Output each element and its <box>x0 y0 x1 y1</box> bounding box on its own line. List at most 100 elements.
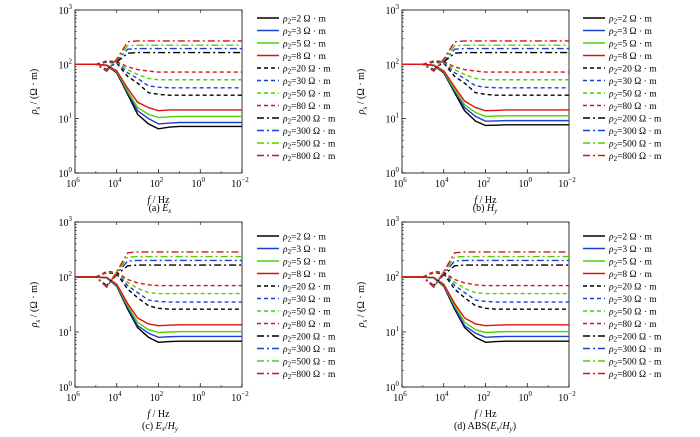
x-axis-label: f / Hz <box>474 195 497 206</box>
legend-label: ρ2=50 Ω · m <box>608 308 657 319</box>
x-tick-label: 100 <box>519 176 533 190</box>
plot-frame <box>401 221 570 388</box>
legend: ρ2=2 Ω · mρ2=3 Ω · m ρ2=5 Ω · mρ2=8 Ω · m… <box>583 15 662 163</box>
legend-label: ρ2=300 Ω · m <box>608 127 662 138</box>
legend-label: ρ2=50 Ω · m <box>608 90 657 101</box>
y-axis-label: ρs / (Ω · m) <box>29 282 42 329</box>
y-tick-label: 101 <box>59 112 73 126</box>
y-tick-label: 102 <box>386 270 400 284</box>
legend-label: ρ2=30 Ω · m <box>282 295 331 306</box>
x-axis-label: f / Hz <box>474 409 497 420</box>
series-line-6 <box>402 271 569 303</box>
panel-caption: (a) Ex <box>149 203 173 215</box>
series-line-12 <box>402 251 569 288</box>
y-tick-label: 102 <box>59 270 73 284</box>
legend: ρ2=2 Ω · mρ2=3 Ω · m ρ2=5 Ω · mρ2=8 Ω · m… <box>257 15 336 163</box>
legend-label: ρ2=80 Ω · m <box>608 320 657 331</box>
x-tick-label: 104 <box>108 390 122 404</box>
legend-label: ρ2=500 Ω · m <box>282 140 336 151</box>
legend-label: ρ2=3 Ω · m <box>608 245 653 256</box>
legend-label: ρ2=200 Ω · m <box>608 115 662 126</box>
legend-label: ρ2=500 Ω · m <box>608 358 662 369</box>
y-axis-label: ρs / (Ω · m) <box>356 282 369 329</box>
legend-label: ρ2=3 Ω · m <box>282 245 327 256</box>
y-tick-label: 103 <box>386 215 400 229</box>
x-tick-label: 104 <box>435 390 449 404</box>
legend-label: ρ2=3 Ω · m <box>282 27 327 38</box>
legend-label: ρ2=800 Ω · m <box>608 152 662 163</box>
plot-frame <box>401 9 570 174</box>
series-line-8 <box>75 60 242 73</box>
x-tick-label: 10−2 <box>231 390 249 404</box>
series-line-7 <box>75 60 242 81</box>
legend-label: ρ2=20 Ω · m <box>282 283 331 294</box>
x-tick-label: 104 <box>108 176 122 190</box>
series-line-1 <box>75 63 242 130</box>
x-tick-label: 102 <box>150 390 164 404</box>
legend-label: ρ2=20 Ω · m <box>282 65 331 76</box>
series-line-5 <box>402 271 569 310</box>
series-line-11 <box>75 255 242 288</box>
legend: ρ2=2 Ω · mρ2=3 Ω · m ρ2=5 Ω · mρ2=8 Ω · m… <box>257 233 336 381</box>
legend-label: ρ2=50 Ω · m <box>282 308 331 319</box>
legend-label: ρ2=80 Ω · m <box>608 102 657 113</box>
legend-label: ρ2=800 Ω · m <box>282 152 336 163</box>
x-tick-label: 100 <box>519 390 533 404</box>
y-tick-label: 103 <box>59 215 73 229</box>
y-tick-label: 103 <box>59 3 73 17</box>
series-line-2 <box>75 63 242 125</box>
series-line-8 <box>75 270 242 287</box>
series-line-12 <box>75 251 242 288</box>
legend-label: ρ2=30 Ω · m <box>282 77 331 88</box>
x-tick-label: 102 <box>477 390 491 404</box>
series-line-4 <box>402 63 569 112</box>
y-tick-label: 100 <box>386 166 400 180</box>
x-tick-label: 102 <box>150 176 164 190</box>
series-line-2 <box>402 63 569 122</box>
x-axis-label: f / Hz <box>147 195 170 206</box>
legend-label: ρ2=3 Ω · m <box>608 27 653 38</box>
series-line-5 <box>75 61 242 96</box>
plot-frame <box>74 9 243 174</box>
y-tick-label: 102 <box>386 57 400 71</box>
x-tick-label: 10−2 <box>231 176 249 190</box>
legend-label: ρ2=2 Ω · m <box>608 233 653 244</box>
legend-label: ρ2=80 Ω · m <box>282 320 331 331</box>
y-tick-label: 102 <box>59 57 73 71</box>
legend-label: ρ2=2 Ω · m <box>282 15 327 26</box>
series-line-9 <box>75 264 242 287</box>
y-tick-label: 101 <box>386 112 400 126</box>
panel-caption: (d) ABS(Ex/Hy) <box>454 421 516 433</box>
series-line-5 <box>402 61 569 96</box>
x-tick-label: 100 <box>192 176 206 190</box>
x-tick-label: 106 <box>66 390 80 404</box>
series-line-4 <box>75 63 242 112</box>
series-line-9 <box>402 264 569 287</box>
x-tick-label: 10−2 <box>558 390 576 404</box>
series-line-11 <box>402 255 569 288</box>
panel-caption: (b) Hy <box>473 203 498 215</box>
legend-label: ρ2=30 Ω · m <box>608 77 657 88</box>
legend-label: ρ2=200 Ω · m <box>608 333 662 344</box>
legend-label: ρ2=800 Ω · m <box>282 370 336 381</box>
y-tick-label: 103 <box>386 3 400 17</box>
y-tick-label: 100 <box>386 380 400 394</box>
y-axis-label: ρs / (Ω · m) <box>356 69 369 116</box>
series-line-6 <box>75 271 242 303</box>
legend-label: ρ2=8 Ω · m <box>608 52 653 63</box>
legend-label: ρ2=800 Ω · m <box>608 370 662 381</box>
legend-label: ρ2=30 Ω · m <box>608 295 657 306</box>
legend-label: ρ2=200 Ω · m <box>282 115 336 126</box>
x-tick-label: 100 <box>192 390 206 404</box>
plot-frame <box>74 221 243 388</box>
y-axis-label: ρs / (Ω · m) <box>29 69 42 116</box>
legend-label: ρ2=50 Ω · m <box>282 90 331 101</box>
x-tick-label: 106 <box>393 390 407 404</box>
series-line-4 <box>75 276 242 327</box>
y-tick-label: 100 <box>59 380 73 394</box>
